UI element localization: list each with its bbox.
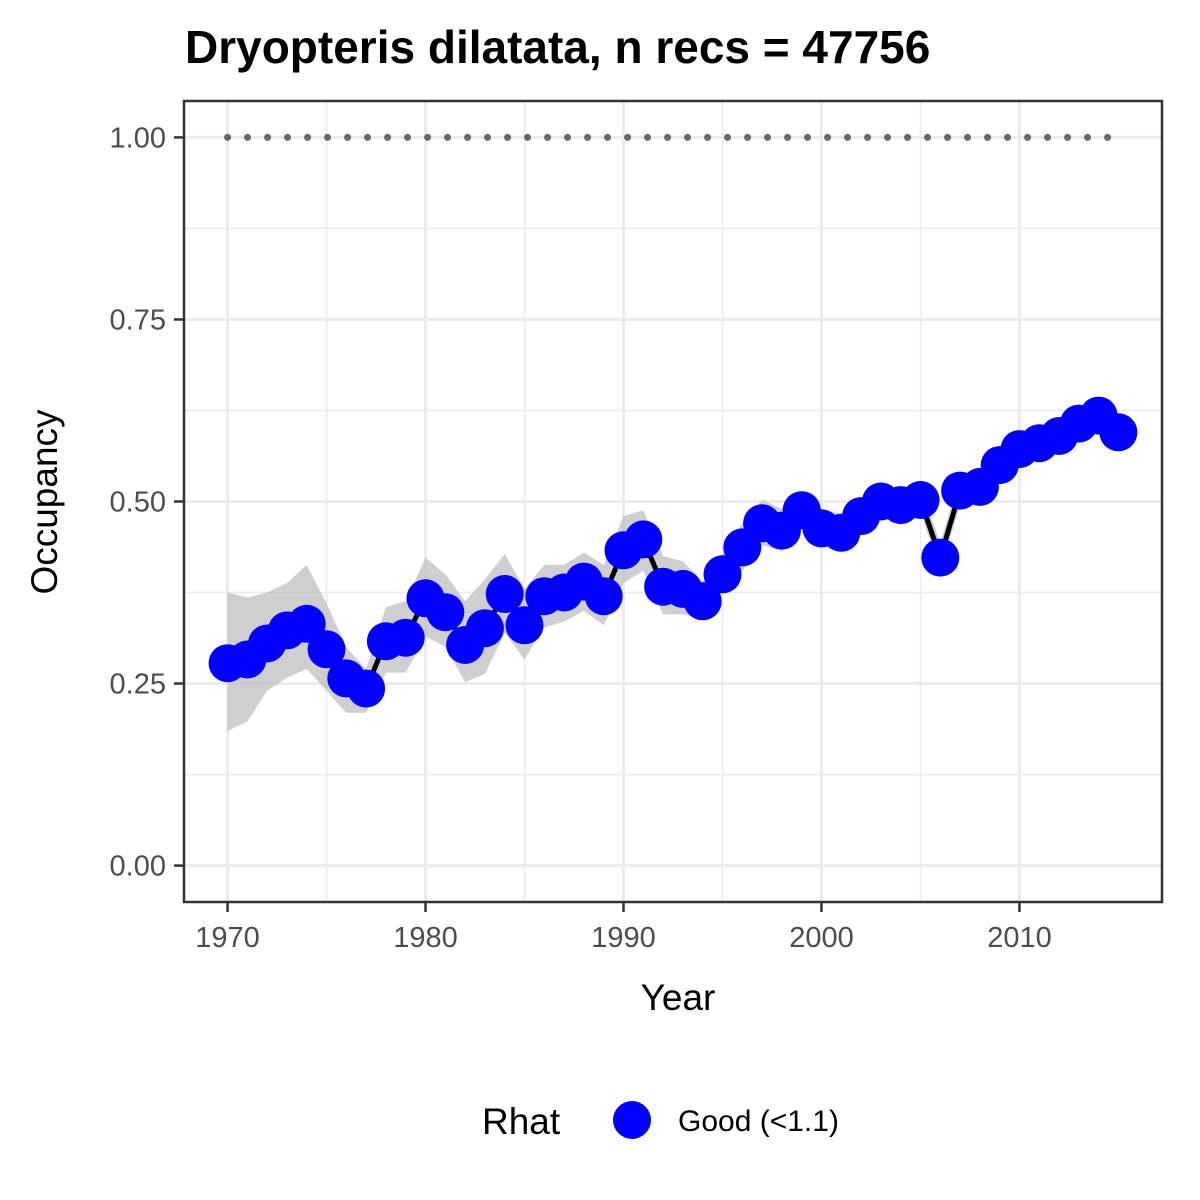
x-tick-label: 2010: [987, 922, 1052, 954]
x-tick-label: 1970: [195, 922, 260, 954]
x-tick-label: 1980: [393, 922, 458, 954]
y-tick-label: 1.00: [110, 122, 166, 154]
data-point: [703, 555, 742, 594]
x-tick-label: 1990: [591, 922, 656, 954]
legend-key-good: [613, 1101, 651, 1139]
data-point: [683, 582, 722, 621]
y-axis-title: Occupancy: [24, 409, 65, 595]
legend: Rhat Good (<1.1): [482, 1101, 839, 1142]
x-axis-title: Year: [641, 977, 716, 1018]
y-tick-label: 0.00: [110, 851, 166, 883]
data-point: [505, 606, 544, 645]
data-point: [624, 520, 663, 559]
y-tick-label: 0.25: [110, 669, 166, 701]
y-tick-label: 0.50: [110, 487, 166, 519]
y-tick-label: 0.75: [110, 304, 166, 336]
chart-title: Dryopteris dilatata, n recs = 47756: [185, 21, 930, 73]
data-point: [465, 609, 504, 648]
plot-layer: 0.00 0.25 0.50 0.75 1.00 1970 1980 1990 2000 2010: [110, 99, 1164, 954]
legend-label-good: Good (<1.1): [678, 1105, 839, 1138]
data-point: [901, 481, 940, 519]
data-point: [584, 577, 623, 616]
data-point: [426, 593, 465, 632]
data-point: [386, 618, 425, 657]
data-point: [307, 630, 346, 669]
data-point: [921, 538, 960, 577]
data-point: [1099, 413, 1138, 452]
data-point: [287, 604, 326, 643]
data-point: [485, 575, 524, 613]
legend-title: Rhat: [482, 1101, 561, 1142]
x-tick-label: 2000: [789, 922, 854, 954]
data-point: [347, 669, 386, 708]
